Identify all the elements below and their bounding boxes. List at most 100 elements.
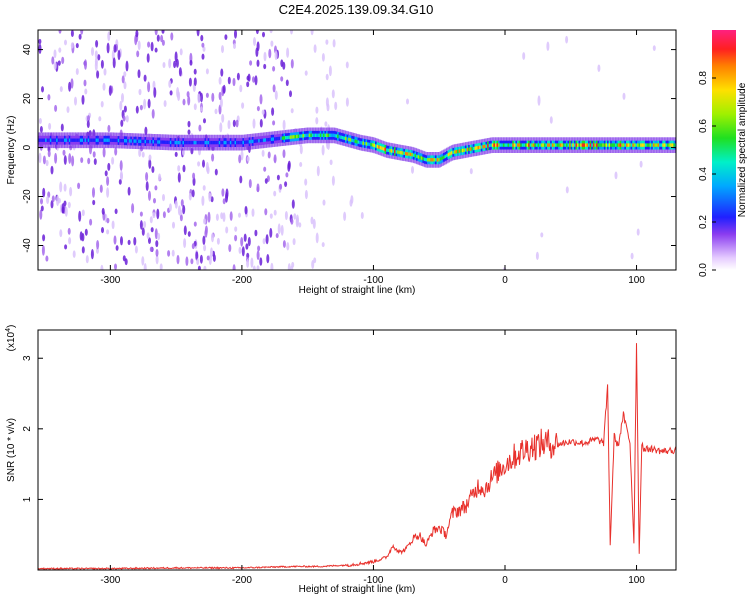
noise-cell (106, 176, 110, 186)
noise-cell (114, 208, 118, 215)
noise-cell (293, 213, 297, 220)
ridge-core (588, 143, 591, 147)
noise-cell (56, 195, 60, 207)
ridge-core (629, 143, 632, 147)
ridge-core (499, 143, 503, 147)
ridge-core (422, 157, 425, 161)
ridge-core (495, 143, 498, 147)
noise-cell (256, 106, 260, 112)
ridge-core (154, 140, 157, 144)
snr-x-label: Height of straight line (km) (299, 584, 416, 595)
ridge-core (168, 140, 171, 145)
noise-cell (216, 237, 220, 245)
noise-cell (147, 41, 151, 48)
noise-cell (131, 203, 135, 214)
ridge-core (160, 140, 163, 144)
ridge-core (548, 143, 552, 147)
ridge-core (191, 140, 195, 145)
noise-cell (68, 237, 72, 245)
noise-cell (90, 248, 94, 260)
noise-cell (214, 108, 218, 115)
y-tick-label: -40 (22, 238, 33, 253)
ridge-core (51, 138, 54, 142)
noise-cell (256, 265, 260, 270)
noise-cell (215, 213, 219, 221)
noise-cell (287, 160, 291, 170)
ridge-core (319, 133, 323, 137)
noise-cell (63, 155, 67, 165)
noise-cell (157, 232, 161, 241)
ridge-core (490, 143, 493, 147)
noise-cell (154, 47, 158, 53)
ridge-core (267, 138, 271, 142)
ridge-core (521, 143, 525, 147)
noise-cell (269, 213, 273, 219)
noise-cell (639, 160, 643, 168)
noise-cell (61, 56, 65, 65)
ridge-core (627, 143, 630, 147)
ridge-core (103, 138, 106, 142)
noise-cell (199, 254, 203, 264)
ridge-core (392, 149, 395, 153)
noise-cell (243, 233, 247, 242)
noise-cell (124, 258, 128, 266)
noise-cell (326, 103, 330, 112)
noise-cell (345, 97, 349, 107)
noise-cell (40, 205, 44, 212)
noise-cell (148, 237, 151, 244)
noise-cell (284, 181, 288, 187)
noise-cell (160, 34, 164, 43)
ridge-core (441, 156, 444, 160)
ridge-core (221, 140, 225, 145)
noise-cell (324, 121, 328, 127)
noise-cell (182, 98, 186, 106)
noise-cell (267, 151, 271, 159)
ridge-core (348, 137, 351, 142)
noise-cell (188, 77, 192, 87)
noise-cell (42, 187, 46, 198)
ridge-core (570, 143, 574, 147)
noise-cell (60, 123, 64, 132)
noise-cell (69, 186, 73, 197)
x-tick-label: -200 (232, 575, 252, 586)
ridge-core (562, 143, 566, 147)
noise-cell (268, 48, 272, 59)
noise-cell (411, 165, 414, 174)
ridge-core (130, 139, 133, 143)
noise-cell (225, 226, 229, 234)
ridge-core (229, 140, 233, 145)
noise-cell (62, 149, 66, 156)
noise-cell (141, 151, 145, 158)
noise-cell (193, 68, 197, 75)
ridge-core (116, 138, 119, 143)
ridge-core (622, 143, 626, 147)
noise-cell (241, 246, 245, 257)
noise-cell (540, 232, 544, 238)
x-tick-label: 0 (502, 575, 508, 586)
ridge-core (180, 140, 184, 145)
ridge-core (352, 139, 356, 143)
ridge-core (173, 140, 176, 145)
ridge-core (214, 140, 217, 145)
ridge-core (165, 140, 168, 144)
noise-cell (282, 119, 286, 131)
ridge-core (45, 138, 48, 142)
noise-cell (94, 50, 98, 59)
ridge-core (291, 135, 294, 139)
noise-cell (45, 159, 49, 167)
ridge-core (60, 138, 64, 142)
noise-cell (64, 39, 67, 46)
noise-cell (522, 52, 526, 60)
noise-cell (290, 265, 294, 270)
noise-cell (51, 195, 55, 203)
noise-cell (196, 258, 200, 265)
noise-cell (107, 162, 111, 171)
ridge-core (294, 135, 297, 139)
x-tick-label: -300 (100, 275, 120, 286)
noise-cell (214, 168, 218, 176)
ridge-core (359, 140, 362, 145)
svg-text:(x104): (x104) (5, 325, 17, 352)
noise-cell (360, 212, 364, 219)
ridge-core (510, 143, 514, 147)
noise-cell (120, 119, 124, 127)
